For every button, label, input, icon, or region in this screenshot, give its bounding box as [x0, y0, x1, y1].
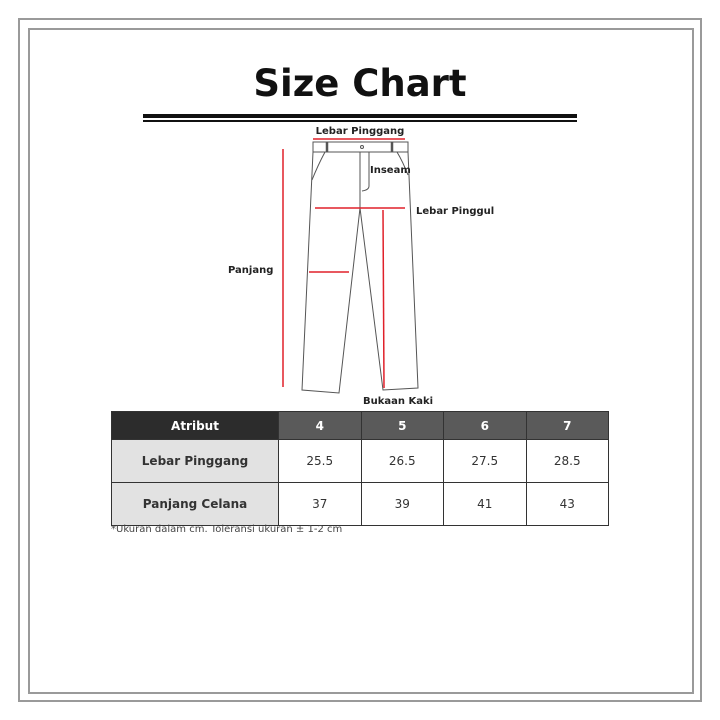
table-cell: 28.5 — [525, 439, 609, 483]
inseam-measure-line — [382, 209, 385, 389]
table-cell: 26.5 — [360, 439, 444, 483]
page-title: Size Chart — [253, 62, 467, 105]
label-inseam: Inseam — [370, 165, 411, 176]
table-header-row: Atribut 4 5 6 7 — [111, 411, 609, 440]
table-cell: 25.5 — [278, 439, 362, 483]
table-cell: 41 — [443, 482, 527, 526]
row-label: Lebar Pinggang — [111, 439, 279, 483]
table-cell: 43 — [525, 482, 609, 526]
right-pocket — [396, 151, 409, 176]
header-cell: 6 — [443, 411, 527, 440]
left-pocket — [311, 151, 326, 181]
size-note: *Ukuran dalam cm. Toleransi ukuran ± 1-2… — [111, 524, 343, 535]
label-leg-opening: Bukaan Kaki — [363, 396, 433, 407]
label-length: Panjang — [228, 265, 273, 276]
table-row: Lebar Pinggang 25.5 26.5 27.5 28.5 — [111, 439, 609, 483]
header-cell: 7 — [525, 411, 609, 440]
table-row: Panjang Celana 37 39 41 43 — [111, 482, 609, 526]
measurement-lines — [282, 138, 405, 389]
header-cell: 5 — [360, 411, 444, 440]
outer-frame — [18, 18, 702, 702]
fly — [361, 152, 370, 192]
title-rule-thick — [143, 114, 577, 118]
row-label: Panjang Celana — [111, 482, 279, 526]
header-cell: Atribut — [111, 411, 279, 440]
inner-frame — [28, 28, 694, 694]
label-waist: Lebar Pinggang — [316, 126, 405, 137]
pants-outline — [301, 141, 419, 394]
table-cell: 27.5 — [443, 439, 527, 483]
title-rule-thin — [143, 120, 577, 122]
label-hip: Lebar Pinggul — [416, 206, 494, 217]
size-table: Atribut 4 5 6 7 Lebar Pinggang 25.5 26.5… — [111, 411, 609, 526]
table-cell: 39 — [360, 482, 444, 526]
header-cell: 4 — [278, 411, 362, 440]
table-cell: 37 — [278, 482, 362, 526]
